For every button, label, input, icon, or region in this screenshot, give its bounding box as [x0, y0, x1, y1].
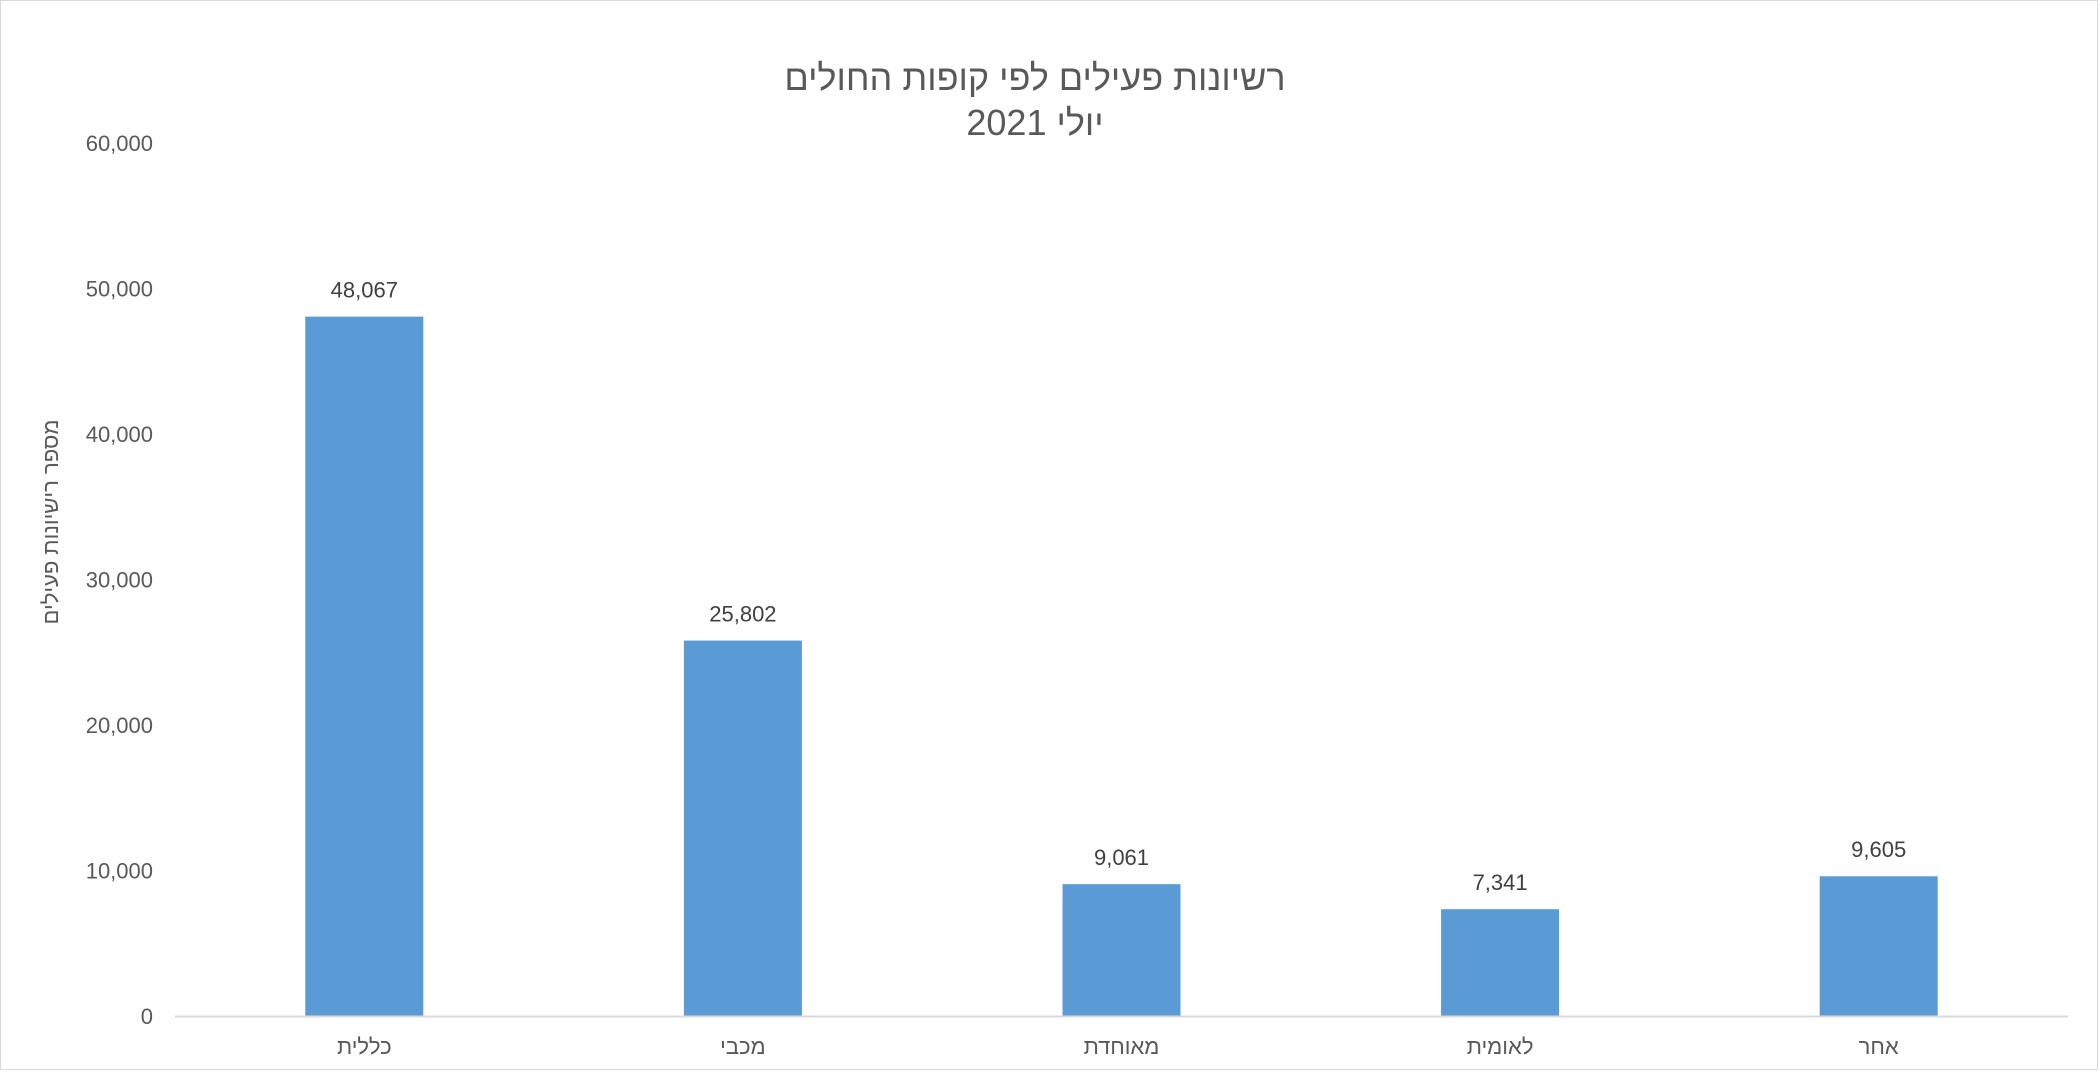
bar	[305, 316, 424, 1017]
bar-value-label: 9,061	[1094, 845, 1149, 870]
y-tick-label: 10,000	[86, 859, 153, 884]
x-category-label: מכבי	[720, 1034, 766, 1059]
bar-value-label: 25,802	[709, 602, 776, 627]
chart-title: רשיונות פעילים לפי קופות החולים	[784, 57, 1285, 98]
chart-subtitle: יולי 2021	[966, 102, 1103, 143]
bar	[1062, 884, 1181, 1016]
x-category-label: לאומית	[1467, 1034, 1534, 1059]
bar-value-label: 48,067	[331, 278, 398, 303]
bar	[1819, 876, 1938, 1016]
bars-group	[305, 316, 1938, 1017]
bar-value-label: 7,341	[1473, 870, 1528, 895]
y-tick-label: 0	[141, 1004, 153, 1029]
x-category-label: כללית	[337, 1034, 392, 1059]
y-tick-label: 30,000	[86, 568, 153, 593]
x-category-label: אחר	[1859, 1034, 1899, 1059]
y-tick-label: 60,000	[86, 131, 153, 156]
y-axis-ticks: 0 10,000 20,000 30,000 40,000 50,000 60,000	[86, 131, 153, 1029]
value-labels-group: 48,067 25,802 9,061 7,341 9,605	[331, 278, 1907, 896]
y-axis-title: מספר רישיונות פעילים	[38, 420, 63, 625]
y-tick-label: 50,000	[86, 277, 153, 302]
y-tick-label: 40,000	[86, 422, 153, 447]
category-labels-group: כללית מכבי מאוחדת לאומית אחר	[337, 1034, 1899, 1059]
x-category-label: מאוחדת	[1084, 1034, 1160, 1059]
bar	[1441, 909, 1560, 1016]
bar	[683, 640, 802, 1016]
y-tick-label: 20,000	[86, 713, 153, 738]
bar-value-label: 9,605	[1851, 837, 1906, 862]
